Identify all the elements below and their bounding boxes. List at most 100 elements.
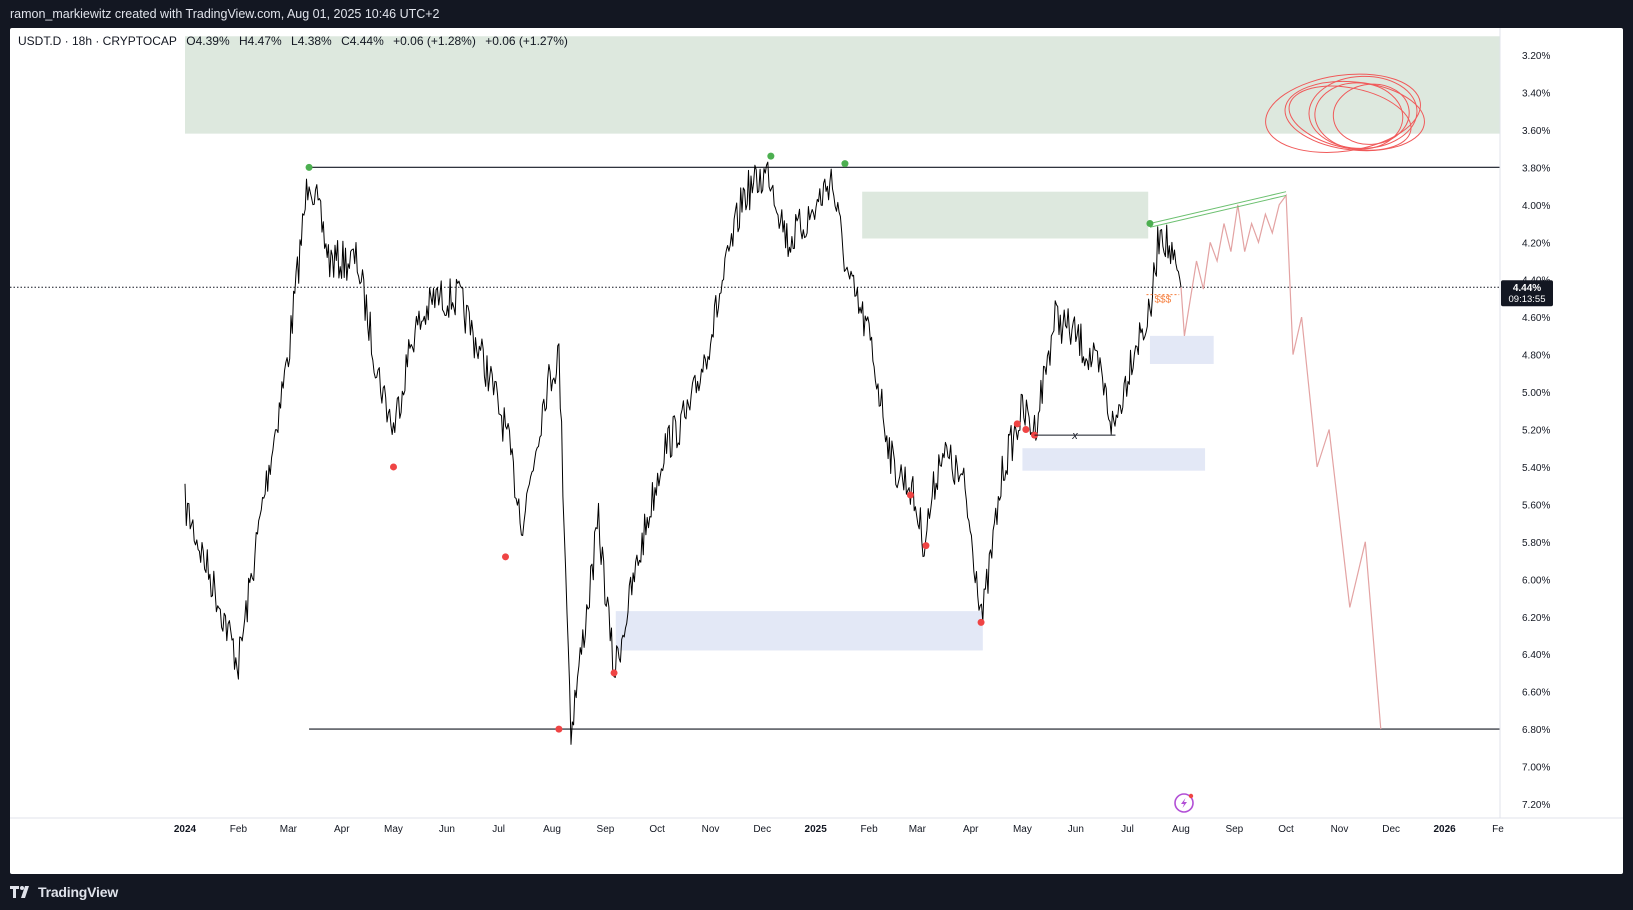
time-tick-label: Apr: [334, 824, 350, 835]
time-tick-label: 2026: [1433, 824, 1456, 835]
time-tick-label: 2025: [805, 824, 828, 835]
price-tick-label: 4.80%: [1522, 351, 1550, 362]
lightning-icon: [1174, 793, 1194, 813]
demand-zone: [1149, 335, 1214, 364]
time-tick-label: Feb: [230, 824, 248, 835]
tradingview-icon: [10, 886, 29, 898]
price-tick-label: 6.20%: [1522, 613, 1550, 624]
target-circle: [1332, 83, 1410, 145]
symbol-name: USDT.D · 18h · CRYPTOCAP: [18, 34, 177, 48]
time-tick-label: May: [384, 824, 403, 835]
legend-close: C4.44%: [341, 34, 384, 48]
legend-open: O4.39%: [186, 34, 230, 48]
tradingview-brand: TradingView: [38, 884, 119, 900]
legend-change-2: +0.06 (+1.27%): [485, 34, 568, 48]
price-chart[interactable]: 3.20%3.40%3.60%3.80%4.00%4.20%4.40%4.60%…: [10, 28, 1623, 874]
time-tick-label: Aug: [1172, 824, 1190, 835]
time-tick-label: Jul: [492, 824, 505, 835]
target-circle: [1314, 82, 1404, 150]
price-tick-label: 6.40%: [1522, 650, 1550, 661]
price-tick-label: 6.00%: [1522, 575, 1550, 586]
time-tick-label: Dec: [1382, 824, 1400, 835]
time-tick-label: Jun: [1068, 824, 1084, 835]
x-mark-label: x: [1071, 430, 1078, 442]
target-circle: [1284, 80, 1425, 152]
price-tick-label: 7.20%: [1522, 800, 1550, 811]
swing-high-dot: [1146, 220, 1154, 228]
zones-layer: [185, 36, 1500, 651]
time-tick-label: Oct: [1278, 824, 1294, 835]
price-tick-label: 4.60%: [1522, 313, 1550, 324]
time-tick-label: Mar: [909, 824, 927, 835]
time-tick-label: Oct: [649, 824, 665, 835]
wedge-upper: [1149, 191, 1287, 225]
countdown-timer: 09:13:55: [1509, 294, 1546, 305]
price-tick-label: 5.40%: [1522, 463, 1550, 474]
price-axis[interactable]: 3.20%3.40%3.60%3.80%4.00%4.20%4.40%4.60%…: [1499, 28, 1553, 818]
current-price-value: 4.44%: [1513, 283, 1541, 294]
projection-path: [1180, 193, 1382, 730]
swing-low-dot: [1013, 420, 1021, 428]
target-circle: [1265, 73, 1421, 153]
credit-bar: ramon_markiewitz created with TradingVie…: [0, 0, 1633, 28]
swing-low-dot: [922, 542, 930, 550]
swing-high-dot: [767, 152, 775, 160]
supply-zone: [185, 36, 1500, 134]
swing-points-layer: [305, 152, 1154, 733]
price-tick-label: 3.20%: [1522, 51, 1550, 62]
time-tick-label: May: [1013, 824, 1032, 835]
swing-low-dot: [977, 618, 985, 626]
time-tick-label: Dec: [753, 824, 771, 835]
price-tick-label: 5.00%: [1522, 388, 1550, 399]
credit-text: ramon_markiewitz created with TradingVie…: [10, 7, 440, 21]
time-tick-label: Fe: [1492, 824, 1504, 835]
price-tick-label: 4.20%: [1522, 238, 1550, 249]
price-tick-label: 3.80%: [1522, 163, 1550, 174]
swing-high-dot: [841, 160, 849, 168]
legend-change: +0.06 (+1.28%): [393, 34, 476, 48]
price-tick-label: 6.60%: [1522, 688, 1550, 699]
price-tick-label: 7.00%: [1522, 763, 1550, 774]
drawings-layer: x $$$: [1034, 73, 1425, 813]
price-tick-label: 5.60%: [1522, 500, 1550, 511]
legend-low: L4.38%: [291, 34, 332, 48]
projection-layer: [1149, 191, 1382, 730]
time-tick-label: 2024: [174, 824, 197, 835]
current-price-tag: [1501, 280, 1553, 307]
price-tick-label: 4.00%: [1522, 201, 1550, 212]
swing-low-dot: [906, 491, 914, 499]
time-tick-label: Feb: [860, 824, 878, 835]
price-series-layer: [184, 161, 1182, 745]
demand-zone: [615, 611, 983, 651]
price-tick-label: 6.80%: [1522, 725, 1550, 736]
swing-low-dot: [555, 725, 563, 733]
swing-low-dot: [501, 553, 509, 561]
swing-low-dot: [1022, 426, 1030, 433]
tradingview-logo[interactable]: TradingView: [10, 874, 118, 910]
price-tick-label: 5.20%: [1522, 426, 1550, 437]
time-tick-label: Jun: [439, 824, 455, 835]
time-tick-label: Sep: [1225, 824, 1243, 835]
time-tick-label: Nov: [702, 824, 720, 835]
swing-high-dot: [305, 163, 313, 171]
time-tick-label: Apr: [963, 824, 979, 835]
price-tick-label: 5.80%: [1522, 538, 1550, 549]
time-tick-label: Nov: [1331, 824, 1349, 835]
time-tick-label: Jul: [1121, 824, 1134, 835]
notification-dot: [1188, 793, 1194, 799]
price-line: [184, 161, 1182, 745]
time-tick-label: Sep: [597, 824, 615, 835]
price-tick-label: 3.40%: [1522, 88, 1550, 99]
levels-layer: [10, 166, 1500, 730]
chart-frame[interactable]: 3.20%3.40%3.60%3.80%4.00%4.20%4.40%4.60%…: [10, 28, 1623, 874]
price-tick-label: 3.60%: [1522, 126, 1550, 137]
supply-zone: [862, 191, 1149, 239]
target-circle: [1308, 75, 1418, 149]
wedge-lower: [1149, 194, 1287, 228]
time-axis[interactable]: 2024 Feb Mar Apr May Jun Jul Aug Sep Oct Nov Dec 202…: [10, 817, 1623, 835]
lightning-bolt: [1181, 798, 1187, 808]
symbol-legend: USDT.D · 18h · CRYPTOCAP O4.39% H4.47% L…: [18, 34, 574, 48]
time-tick-label: Aug: [543, 824, 561, 835]
demand-zone: [1022, 448, 1206, 471]
target-circle: [1288, 85, 1412, 151]
